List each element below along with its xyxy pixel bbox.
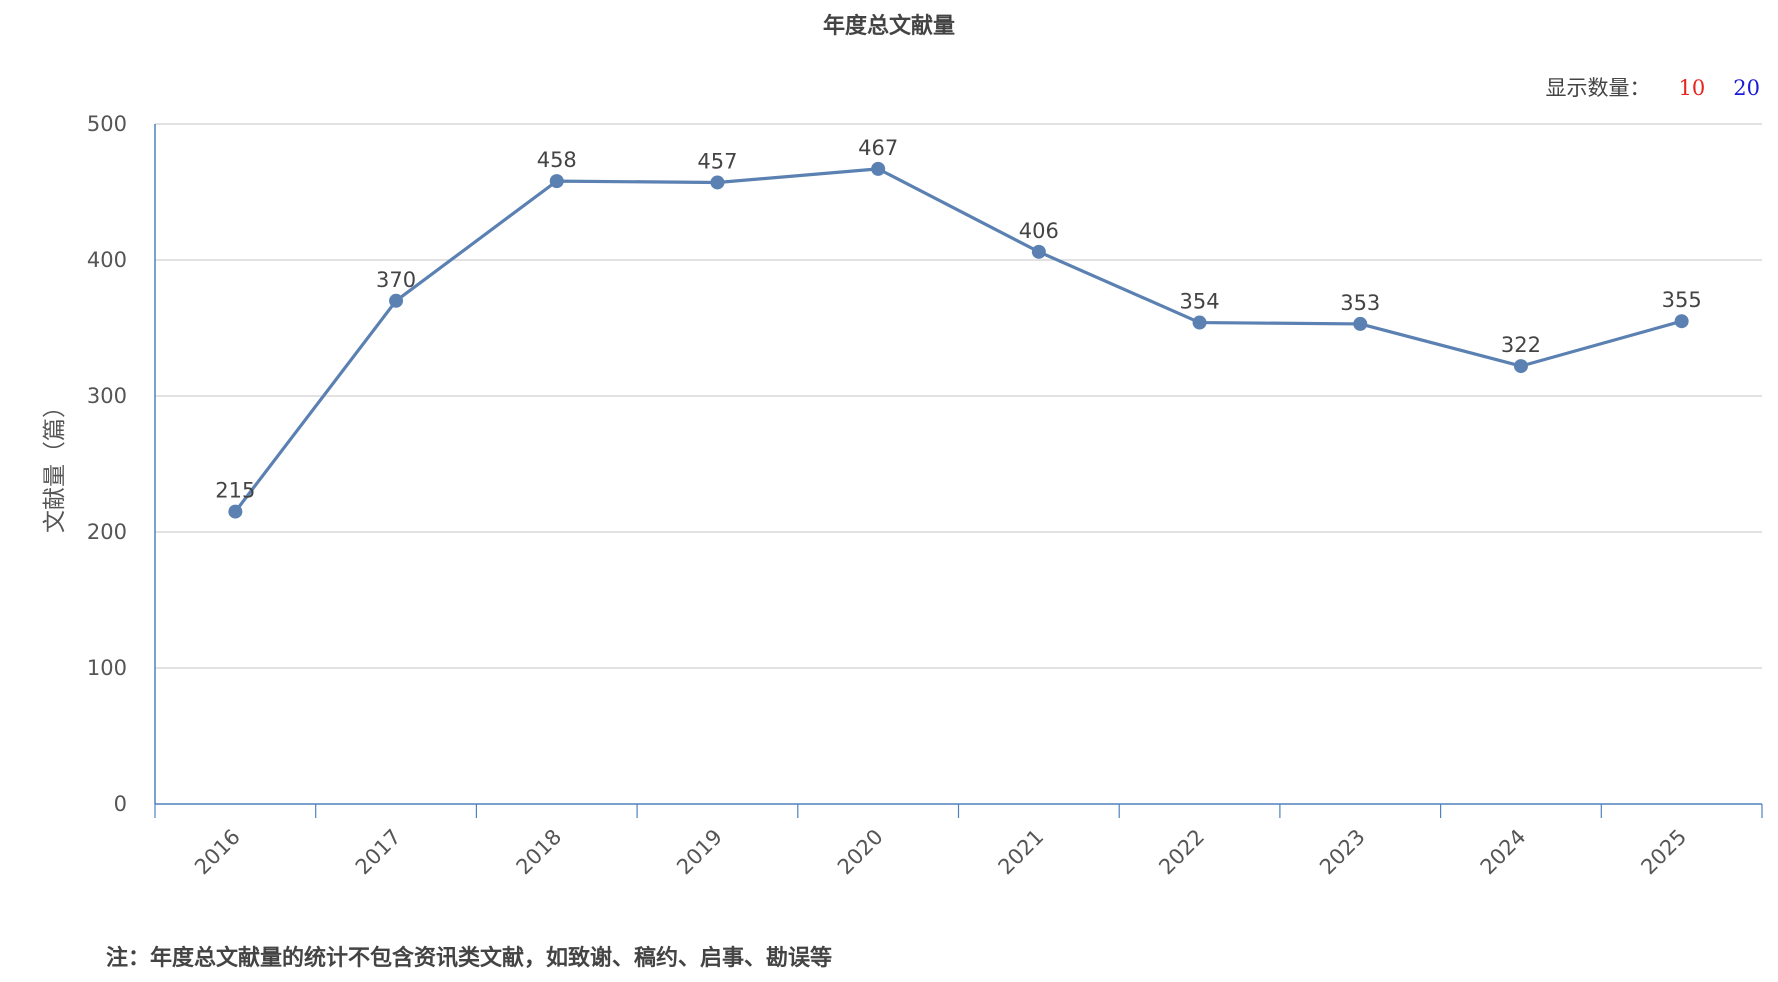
chart-footnote: 注：年度总文献量的统计不包含资讯类文献，如致谢、稿约、启事、勘误等: [106, 945, 833, 971]
data-label-2021: 406: [1019, 219, 1059, 243]
x-tick-label-2022: 2022: [1154, 825, 1209, 880]
x-tick-label-2025: 2025: [1636, 825, 1691, 880]
axes: 0 100 200 300 400 500 2016 2017 2018 2019 2020 2021…: [42, 112, 1763, 880]
data-point-2025: [1674, 314, 1689, 329]
data-label-2016: 215: [215, 479, 255, 503]
data-point-2017: [389, 293, 404, 308]
display-count-option-10[interactable]: 10: [1678, 76, 1706, 100]
x-tick-label-2018: 2018: [512, 825, 567, 880]
display-count-control: 显示数量： 10 20: [1546, 72, 1760, 102]
data-label-2020: 467: [858, 136, 898, 160]
display-count-label: 显示数量：: [1545, 76, 1651, 100]
data-point-2024: [1513, 359, 1528, 374]
y-tick-label-0: 0: [114, 792, 127, 816]
data-label-2019: 457: [697, 149, 737, 173]
grid-lines: [155, 123, 1762, 669]
data-point-2020: [871, 161, 886, 176]
data-point-2022: [1192, 315, 1207, 330]
x-tick-label-2021: 2021: [994, 825, 1049, 880]
x-tick-label-2016: 2016: [190, 825, 245, 880]
y-tick-label-500: 500: [87, 112, 127, 136]
data-point-2021: [1031, 244, 1046, 259]
x-tick-label-2019: 2019: [672, 825, 727, 880]
chart-title: 年度总文献量: [822, 13, 955, 39]
y-axis-title: 文献量（篇）: [42, 395, 68, 533]
data-label-2024: 322: [1501, 333, 1541, 357]
data-label-2025: 355: [1662, 288, 1702, 312]
data-label-2023: 353: [1340, 291, 1380, 315]
display-count-option-20[interactable]: 20: [1733, 76, 1760, 100]
x-tick-label-2023: 2023: [1315, 825, 1370, 880]
y-tick-label-200: 200: [87, 520, 127, 544]
x-tick-label-2017: 2017: [351, 825, 406, 880]
x-tick-label-2020: 2020: [833, 825, 888, 880]
data-point-2019: [710, 175, 725, 190]
data-point-2018: [549, 174, 564, 189]
data-point-2023: [1353, 316, 1368, 331]
data-label-2017: 370: [376, 268, 416, 292]
y-tick-label-300: 300: [87, 384, 127, 408]
y-tick-label-100: 100: [87, 656, 127, 680]
data-labels: 215 370 458 457 467 406 354 353 322 355: [215, 136, 1701, 503]
series-line-0: [234, 167, 1683, 513]
y-tick-label-400: 400: [87, 248, 127, 272]
chart-area: 0 100 200 300 400 500 2016 2017 2018 2019 2020 2021…: [42, 112, 1763, 880]
data-label-2018: 458: [537, 148, 577, 172]
series-line-group: [228, 161, 1689, 519]
x-tick-label-2024: 2024: [1476, 825, 1531, 880]
data-label-2022: 354: [1180, 290, 1220, 314]
data-point-2016: [228, 504, 243, 519]
